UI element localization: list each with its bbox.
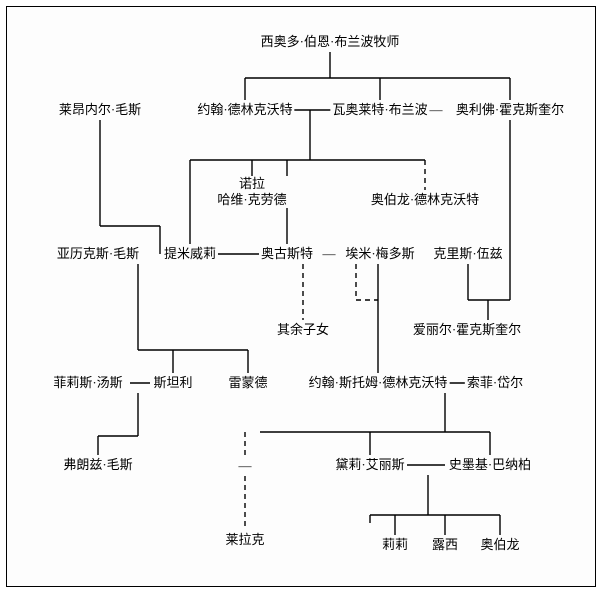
node-auber2: 奥伯龙 [478,537,521,553]
node-violet: 瓦奥莱特·布兰波 [330,102,429,118]
node-smoky: 史墨基·巴纳柏 [447,457,533,473]
node-stanley: 斯坦利 [151,375,194,391]
node-lily: 莉莉 [380,537,410,553]
node-timmy: 提米威莉 [162,246,218,262]
node-august: 奥古斯特 [259,246,315,262]
node-alex: 亚历克斯·毛斯 [55,246,141,262]
node-dash_vo: — [428,102,445,118]
node-phyllis: 菲莉斯·汤斯 [51,375,124,391]
node-theo: 西奥多·伯恩·布兰波牧师 [259,34,402,50]
node-franz: 弗朗兹·毛斯 [61,457,134,473]
node-auberon: 奥伯龙·德林克沃特 [369,192,481,208]
node-john_s: 约翰·斯托姆·德林克沃特 [307,375,450,391]
node-john_d: 约翰·德林克沃特 [195,102,294,118]
node-raymond: 雷蒙德 [226,375,269,391]
node-lilac: 莱拉克 [223,532,266,548]
node-dash_fd: — [237,458,254,474]
node-sophie: 索菲·岱尔 [465,375,525,391]
node-ariel: 爱丽尔·霍克斯奎尔 [411,322,523,338]
node-daily: 黛莉·艾丽斯 [333,457,406,473]
node-lionel: 莱昂内尔·毛斯 [57,102,143,118]
node-amy: 埃米·梅多斯 [343,246,416,262]
node-nora: 诺拉哈维·克劳德 [215,176,288,208]
node-dash_ae: — [321,246,338,262]
node-lucy: 露西 [430,537,460,553]
family-tree-lines [0,0,602,593]
node-chris: 克里斯·伍兹 [431,246,504,262]
node-other: 其余子女 [275,322,331,338]
node-oliver: 奥利佛·霍克斯奎尔 [454,102,566,118]
